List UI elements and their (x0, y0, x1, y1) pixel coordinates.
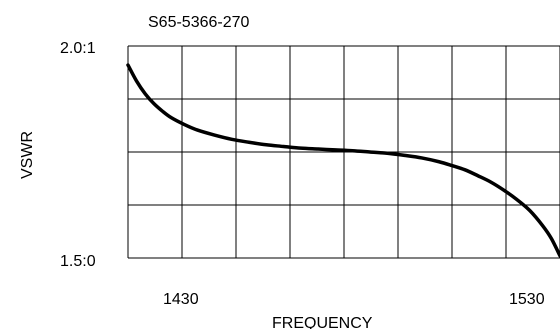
y-tick-top: 2.0:1 (60, 40, 96, 57)
x-axis-label: FREQUENCY (272, 315, 373, 329)
chart-title: S65-5366-270 (148, 14, 250, 31)
x-tick-left: 1430 (163, 291, 199, 308)
y-axis-label: VSWR (19, 131, 36, 179)
vswr-curve (126, 63, 560, 258)
y-tick-bottom: 1.5:0 (60, 253, 96, 270)
x-tick-right: 1530 (509, 291, 545, 308)
